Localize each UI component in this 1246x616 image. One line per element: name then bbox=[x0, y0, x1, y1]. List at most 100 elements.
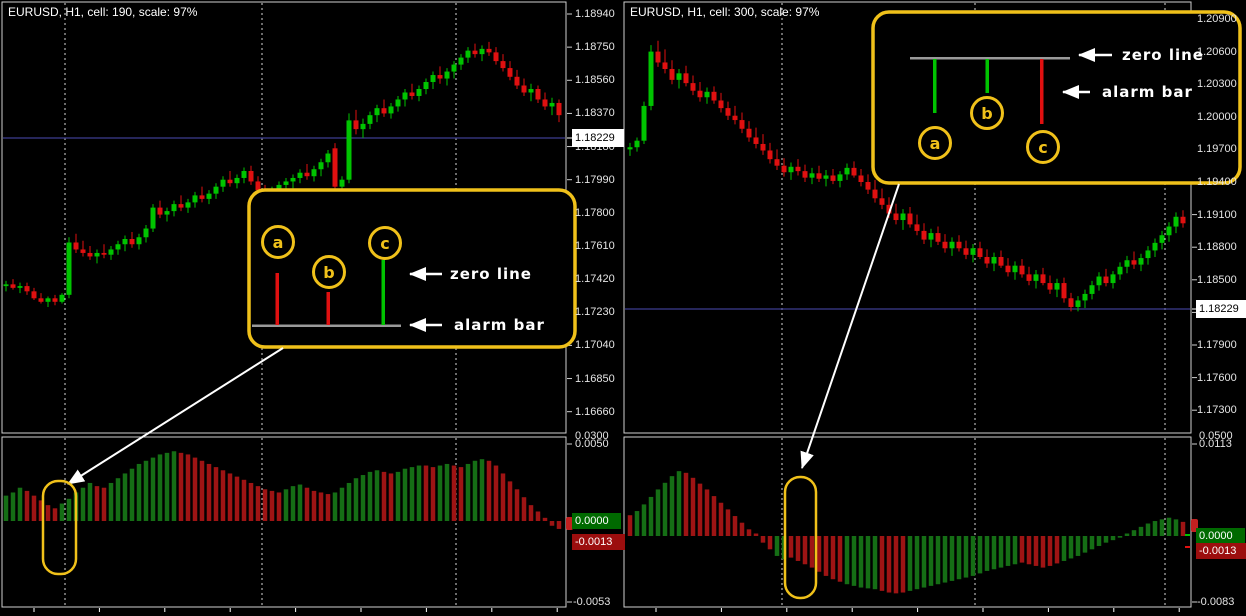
indicator-bar bbox=[676, 471, 682, 536]
indicator-bar bbox=[1068, 536, 1074, 559]
candle bbox=[514, 69, 520, 90]
candle-body bbox=[1054, 283, 1060, 290]
indicator-bar bbox=[122, 473, 128, 521]
candle bbox=[774, 149, 780, 171]
candle bbox=[1082, 289, 1088, 309]
candle bbox=[458, 54, 464, 70]
indicator-bar bbox=[129, 468, 135, 521]
left-indicator-alarm-tag: -0.0013 bbox=[572, 534, 625, 550]
indicator-bar bbox=[935, 536, 941, 585]
candle bbox=[1145, 246, 1151, 265]
candle-body bbox=[549, 102, 555, 107]
candle bbox=[129, 232, 135, 248]
indicator-bar bbox=[662, 482, 668, 536]
candle bbox=[809, 167, 815, 185]
left-indicator-min-label: -0.0053 bbox=[573, 596, 611, 608]
left-circle-a: a bbox=[261, 225, 295, 259]
indicator-bar bbox=[704, 489, 710, 536]
indicator-bar bbox=[3, 495, 9, 521]
candle bbox=[220, 176, 226, 192]
candle bbox=[87, 245, 93, 260]
candle bbox=[325, 150, 331, 168]
candle-body bbox=[451, 64, 457, 72]
candle-body bbox=[423, 82, 429, 90]
candle bbox=[206, 190, 212, 205]
candle-body bbox=[627, 147, 633, 150]
price-axis-label: 1.17900 bbox=[1197, 339, 1237, 351]
candle-body bbox=[1040, 274, 1046, 284]
left-demo-bar-a bbox=[275, 273, 279, 325]
candle-body bbox=[486, 48, 492, 53]
candle bbox=[430, 71, 436, 90]
candle-body bbox=[10, 284, 16, 288]
right-chart-title: EURUSD, H1, cell: 300, scale: 97% bbox=[630, 5, 820, 19]
indicator-bar bbox=[24, 490, 30, 521]
candle bbox=[318, 158, 324, 177]
candle-body bbox=[339, 179, 345, 187]
candle bbox=[346, 113, 352, 184]
indicator-bar bbox=[227, 473, 233, 521]
price-axis-label: 1.17600 bbox=[1197, 371, 1237, 384]
candle bbox=[451, 61, 457, 79]
candle-body bbox=[311, 169, 317, 177]
candle-body bbox=[676, 73, 682, 80]
alarm-dash-marker bbox=[1185, 546, 1190, 548]
right-circle-a-label: a bbox=[929, 133, 941, 153]
price-axis-label: 1.17610 bbox=[575, 239, 615, 252]
candle bbox=[781, 158, 787, 177]
candle-body bbox=[851, 167, 857, 176]
candle-body bbox=[24, 286, 30, 292]
indicator-bar bbox=[1005, 536, 1011, 566]
candle-body bbox=[1075, 300, 1081, 307]
candle bbox=[942, 234, 948, 253]
candle bbox=[507, 61, 513, 81]
candle-body bbox=[374, 108, 380, 116]
candle bbox=[542, 92, 548, 110]
candle-body bbox=[514, 76, 520, 86]
candle bbox=[1012, 261, 1018, 280]
candle bbox=[718, 92, 724, 113]
indicator-bar bbox=[395, 471, 401, 521]
right-pointer-arrow bbox=[800, 183, 900, 469]
candle bbox=[1089, 280, 1095, 300]
indicator-bar bbox=[760, 536, 766, 543]
candle bbox=[627, 142, 633, 156]
candle bbox=[697, 82, 703, 102]
candle bbox=[858, 168, 864, 187]
indicator-bar bbox=[879, 536, 885, 591]
candle bbox=[556, 99, 562, 123]
candle-body bbox=[823, 175, 829, 179]
left-circle-b-label: b bbox=[323, 262, 335, 282]
candle bbox=[199, 186, 205, 203]
indicator-bar bbox=[1096, 536, 1102, 546]
indicator-bar bbox=[900, 536, 906, 593]
candle bbox=[802, 164, 808, 182]
candle bbox=[676, 68, 682, 89]
candle-body bbox=[900, 213, 906, 221]
indicator-bar bbox=[732, 516, 738, 536]
candle-body bbox=[830, 175, 836, 181]
candle bbox=[1117, 262, 1123, 280]
indicator-bar bbox=[472, 460, 478, 521]
indicator-bar bbox=[774, 536, 780, 556]
right-circle-a: a bbox=[918, 126, 952, 160]
candle bbox=[970, 243, 976, 263]
candle-body bbox=[991, 256, 997, 264]
candle bbox=[1173, 212, 1179, 234]
indicator-current-marker bbox=[566, 517, 573, 530]
indicator-bar bbox=[409, 467, 415, 521]
candle-body bbox=[136, 237, 142, 245]
candle-body bbox=[718, 100, 724, 109]
candle-body bbox=[178, 204, 184, 208]
left-demo-bar-b bbox=[326, 292, 330, 325]
right-circle-c: c bbox=[1026, 130, 1060, 164]
candle-body bbox=[31, 291, 37, 299]
candle bbox=[872, 179, 878, 203]
candle-body bbox=[921, 230, 927, 240]
right-indicator-max-overlap-label: 0.0500 bbox=[1199, 430, 1233, 442]
right-highlight-oval bbox=[783, 475, 818, 600]
candle-body bbox=[164, 211, 170, 215]
candle bbox=[528, 83, 534, 102]
indicator-bar bbox=[465, 463, 471, 521]
